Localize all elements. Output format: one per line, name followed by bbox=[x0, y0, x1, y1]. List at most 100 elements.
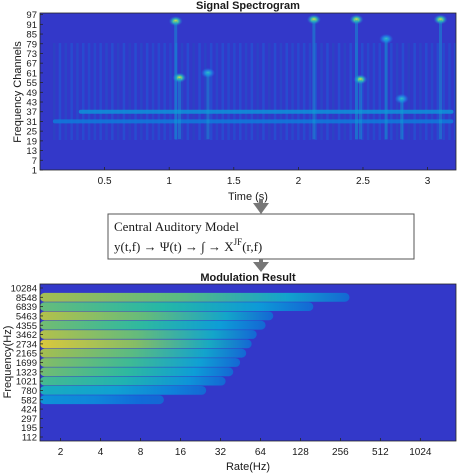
spectrogram-blob-5 bbox=[433, 14, 448, 25]
spectrogram-texture bbox=[163, 43, 166, 140]
spectrogram-texture bbox=[337, 43, 341, 140]
spectrogram-blob-4 bbox=[349, 14, 364, 25]
spectrogram-x-tick-label: 3 bbox=[425, 176, 431, 187]
spectrogram-texture bbox=[332, 43, 335, 140]
modulation-y-tick-label: 424 bbox=[21, 405, 37, 416]
spectrogram-texture bbox=[279, 43, 283, 140]
spectrogram-x-tick-label: 2 bbox=[296, 176, 302, 187]
spectrogram-texture bbox=[169, 43, 172, 140]
spectrogram-blob-9 bbox=[394, 93, 409, 104]
modulation-y-tick-label: 10284 bbox=[11, 284, 37, 295]
spectrogram-texture bbox=[151, 43, 155, 140]
spectrogram-texture bbox=[320, 43, 323, 140]
spectrogram-texture bbox=[111, 43, 114, 140]
spectrogram-plot bbox=[39, 12, 457, 171]
spectrogram-texture bbox=[262, 43, 265, 140]
spectrogram-texture bbox=[297, 43, 300, 140]
spectrogram-texture bbox=[302, 43, 306, 140]
modulation-x-ticks: 2 4 8 16 32 64 128 256 512 1024 bbox=[58, 438, 432, 458]
modulation-x-tick-label: 32 bbox=[215, 447, 227, 458]
modulation-band-4 bbox=[40, 330, 257, 339]
modulation-y-tick-label: 582 bbox=[21, 395, 37, 406]
spectrogram-streak-3 bbox=[439, 19, 442, 140]
spectrogram-texture bbox=[285, 43, 288, 140]
spectrogram-y-tick-label: 67 bbox=[26, 59, 37, 70]
spectrogram-texture bbox=[192, 43, 195, 140]
modulation-x-tick-label: 8 bbox=[138, 447, 144, 458]
spectrogram-texture bbox=[186, 43, 190, 140]
spectrogram-y-tick-label: 31 bbox=[26, 117, 37, 128]
spectrogram-streak-4 bbox=[178, 77, 181, 140]
spectrogram-texture bbox=[407, 43, 411, 140]
modulation-x-tick-label: 16 bbox=[175, 447, 187, 458]
modulation-y-tick-label: 1323 bbox=[16, 367, 37, 378]
spectrogram-streak-1 bbox=[312, 19, 316, 140]
spectrogram-texture bbox=[436, 43, 440, 140]
spectrogram-blob-8 bbox=[353, 74, 368, 85]
spectrogram-y-tick-label: 85 bbox=[26, 30, 37, 41]
spectrogram-streak-5 bbox=[206, 72, 210, 140]
spectrogram-texture bbox=[140, 43, 143, 140]
spectrogram-texture bbox=[430, 43, 434, 140]
spectrogram-texture bbox=[361, 43, 364, 140]
spectrogram-band-1 bbox=[52, 119, 454, 124]
spectrogram-texture bbox=[70, 43, 73, 140]
modulation-plot bbox=[39, 283, 457, 442]
spectrogram-blob-10 bbox=[379, 33, 394, 44]
spectrogram-title: Signal Spectrogram bbox=[196, 0, 300, 12]
spectrogram-texture bbox=[390, 43, 393, 140]
spectrogram-texture bbox=[239, 43, 242, 140]
modulation-y-tick-label: 1021 bbox=[16, 377, 37, 388]
model-formula-sup: JF bbox=[234, 237, 243, 247]
spectrogram-blob-7 bbox=[201, 67, 215, 78]
spectrogram-texture bbox=[413, 43, 416, 140]
modulation-band-3 bbox=[40, 320, 266, 330]
spectrogram-blob-6 bbox=[172, 72, 187, 83]
modulation-y-tick-label: 112 bbox=[22, 433, 37, 444]
arrow-down-2 bbox=[253, 259, 269, 272]
modulation-x-tick-label: 512 bbox=[372, 447, 389, 458]
modulation-y-tick-label: 780 bbox=[21, 386, 37, 397]
modulation-x-tick-label: 2 bbox=[58, 447, 64, 458]
modulation-y-tick-label: 3462 bbox=[16, 330, 37, 341]
spectrogram-streak-6 bbox=[358, 79, 362, 140]
spectrogram-y-tick-label: 73 bbox=[26, 49, 37, 60]
spectrogram-texture bbox=[233, 43, 236, 140]
spectrogram-texture bbox=[355, 43, 358, 140]
spectrogram-texture bbox=[116, 43, 120, 140]
arrow-down-1 bbox=[253, 199, 269, 214]
spectrogram-texture bbox=[442, 43, 445, 140]
spectrogram-texture bbox=[145, 43, 149, 140]
model-title: Central Auditory Model bbox=[114, 219, 239, 234]
spectrogram-x-tick-label: 0.5 bbox=[98, 176, 112, 187]
spectrogram-y-tick-label: 1 bbox=[32, 166, 37, 177]
modulation-band-11 bbox=[40, 395, 164, 405]
spectrogram-blob-2 bbox=[168, 16, 183, 27]
model-box: Central Auditory Model y(t,f) → Ψ(t) → ∫… bbox=[107, 213, 415, 260]
spectrogram-texture bbox=[93, 43, 97, 140]
spectrogram-texture bbox=[378, 43, 381, 140]
spectrogram-y-tick-label: 13 bbox=[26, 146, 37, 157]
modulation-band-7 bbox=[40, 358, 241, 367]
modulation-band-9 bbox=[40, 376, 226, 386]
modulation-y-label: Frequency(Hz) bbox=[2, 326, 14, 399]
spectrogram-y-tick-label: 37 bbox=[26, 107, 37, 118]
spectrogram-texture bbox=[215, 43, 219, 140]
spectrogram-x-tick-label: 2.5 bbox=[356, 176, 370, 187]
modulation-y-tick-label: 297 bbox=[21, 414, 37, 425]
spectrogram-texture bbox=[326, 43, 329, 140]
spectrogram-blob-3 bbox=[306, 14, 321, 25]
spectrogram-texture bbox=[180, 43, 184, 140]
modulation-x-tick-label: 1024 bbox=[409, 447, 432, 458]
spectrogram-texture bbox=[221, 43, 224, 140]
spectrogram-texture bbox=[99, 43, 102, 140]
spectrogram-texture bbox=[273, 43, 277, 140]
modulation-x-label: Rate(Hz) bbox=[226, 461, 270, 473]
spectrogram-texture bbox=[52, 43, 56, 140]
spectrogram-y-tick-label: 43 bbox=[26, 98, 37, 109]
modulation-band-10 bbox=[40, 386, 207, 395]
spectrogram-texture bbox=[58, 43, 62, 140]
spectrogram-texture bbox=[401, 43, 405, 140]
modulation-band-0 bbox=[40, 292, 350, 302]
